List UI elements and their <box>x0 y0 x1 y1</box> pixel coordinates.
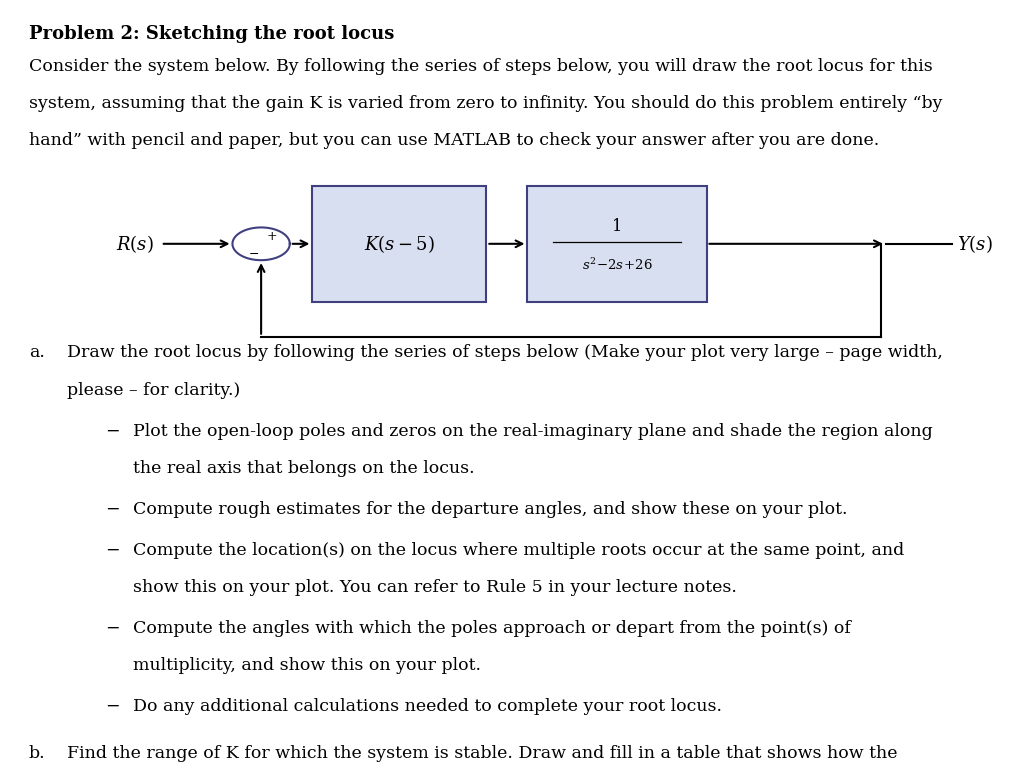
Bar <box>312 186 486 302</box>
Text: system, assuming that the gain K is varied from zero to infinity. You should do : system, assuming that the gain K is vari… <box>29 95 942 112</box>
Text: Do any additional calculations needed to complete your root locus.: Do any additional calculations needed to… <box>133 698 722 715</box>
Polygon shape <box>232 228 290 260</box>
Text: Find the range of K for which the system is stable. Draw and fill in a table tha: Find the range of K for which the system… <box>67 745 897 762</box>
Text: show this on your plot. You can refer to Rule 5 in your lecture notes.: show this on your plot. You can refer to… <box>133 579 737 596</box>
Text: −: − <box>105 423 120 440</box>
Text: Plot the open-loop poles and zeros on the real-imaginary plane and shade the reg: Plot the open-loop poles and zeros on th… <box>133 423 933 440</box>
Text: $s^2\!-\!2s\!+\!26$: $s^2\!-\!2s\!+\!26$ <box>582 258 652 273</box>
Text: −: − <box>249 248 259 261</box>
Text: Consider the system below. By following the series of steps below, you will draw: Consider the system below. By following … <box>29 58 933 75</box>
Text: −: − <box>105 620 120 637</box>
Text: −: − <box>105 698 120 715</box>
Text: the real axis that belongs on the locus.: the real axis that belongs on the locus. <box>133 460 475 477</box>
Text: a.: a. <box>29 344 45 361</box>
Text: Compute rough estimates for the departure angles, and show these on your plot.: Compute rough estimates for the departur… <box>133 501 848 518</box>
Text: $K(s-5)$: $K(s-5)$ <box>364 233 435 255</box>
Text: $Y(s)$: $Y(s)$ <box>957 233 993 255</box>
Text: Compute the location(s) on the locus where multiple roots occur at the same poin: Compute the location(s) on the locus whe… <box>133 542 904 559</box>
Text: b.: b. <box>29 745 45 762</box>
Text: −: − <box>105 542 120 559</box>
Text: 1: 1 <box>611 218 623 235</box>
Text: $R(s)$: $R(s)$ <box>116 233 154 255</box>
Text: Compute the angles with which the poles approach or depart from the point(s) of: Compute the angles with which the poles … <box>133 620 851 637</box>
Text: −: − <box>105 501 120 518</box>
Text: multiplicity, and show this on your plot.: multiplicity, and show this on your plot… <box>133 657 481 674</box>
Text: Problem 2: Sketching the root locus: Problem 2: Sketching the root locus <box>29 25 394 43</box>
Text: Draw the root locus by following the series of steps below (Make your plot very : Draw the root locus by following the ser… <box>67 344 942 361</box>
Text: +: + <box>266 231 278 244</box>
Text: please – for clarity.): please – for clarity.) <box>67 382 240 399</box>
Bar <box>527 186 707 302</box>
Text: hand” with pencil and paper, but you can use MATLAB to check your answer after y: hand” with pencil and paper, but you can… <box>29 132 879 149</box>
